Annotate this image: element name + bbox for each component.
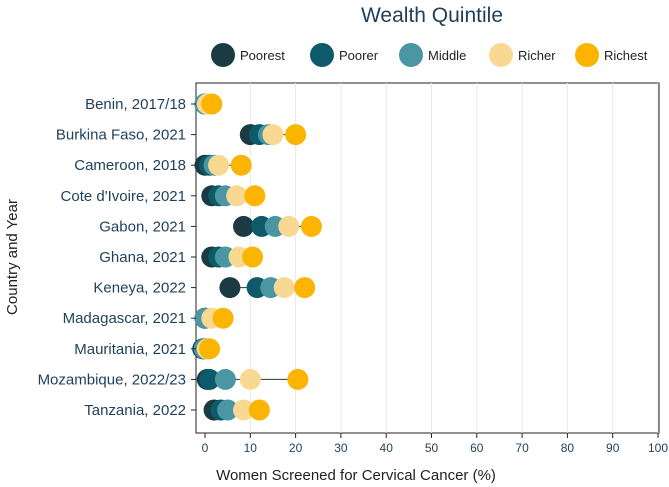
data-points <box>192 93 322 421</box>
chart-title: Wealth Quintile <box>361 4 503 27</box>
point-richest-burkina-faso-2021 <box>285 124 307 146</box>
point-richer-gabon-2021 <box>278 215 300 237</box>
point-poorest-gabon-2021 <box>233 215 255 237</box>
legend-marker-richest <box>575 43 599 67</box>
x-axis-label: Women Screened for Cervical Cancer (%) <box>216 467 496 484</box>
legend-marker-poorest <box>211 43 235 67</box>
point-richest-cameroon-2018 <box>230 154 252 176</box>
legend-marker-middle <box>399 43 423 67</box>
y-tick-label: Cote d'Ivoire, 2021 <box>61 188 186 205</box>
point-richest-benin-2017-18 <box>201 93 223 115</box>
legend-label-poorer: Poorer <box>339 48 379 63</box>
x-tick-label: 30 <box>334 441 348 455</box>
x-tick-label: 100 <box>648 441 668 455</box>
point-richer-cote-d-ivoire-2021 <box>226 185 248 207</box>
x-tick-label: 20 <box>289 441 303 455</box>
point-richest-ghana-2021 <box>242 246 264 268</box>
y-tick-label: Burkina Faso, 2021 <box>56 127 186 144</box>
point-richer-mozambique-2022-23 <box>239 368 261 390</box>
point-richest-mozambique-2022-23 <box>287 368 309 390</box>
point-poorest-keneya-2022 <box>219 277 241 299</box>
legend-label-middle: Middle <box>428 48 466 63</box>
point-richest-cote-d-ivoire-2021 <box>244 185 266 207</box>
x-tick-label: 40 <box>380 441 394 455</box>
y-tick-label: Mauritania, 2021 <box>74 341 186 358</box>
x-tick-label: 70 <box>515 441 529 455</box>
y-tick-label: Ghana, 2021 <box>99 249 186 266</box>
x-tick-label: 0 <box>202 441 209 455</box>
legend-label-poorest: Poorest <box>240 48 285 63</box>
point-richer-cameroon-2018 <box>208 154 230 176</box>
legend: Poorest Poorer Middle Richer Richest <box>211 43 648 67</box>
point-richest-madagascar-2021 <box>212 307 234 329</box>
point-richest-mauritania-2021 <box>199 338 221 360</box>
x-tick-label: 80 <box>561 441 575 455</box>
legend-marker-poorer <box>310 43 334 67</box>
point-middle-tanzania-2022 <box>217 399 239 421</box>
point-richest-keneya-2022 <box>294 277 316 299</box>
point-richest-gabon-2021 <box>300 215 322 237</box>
point-middle-mozambique-2022-23 <box>214 368 236 390</box>
y-tick-label: Tanzania, 2022 <box>84 402 186 419</box>
legend-label-richer: Richer <box>518 48 556 63</box>
x-tick-label: 50 <box>425 441 439 455</box>
y-tick-label: Madagascar, 2021 <box>63 310 186 327</box>
y-tick-label: Benin, 2017/18 <box>85 96 186 113</box>
y-tick-label: Mozambique, 2022/23 <box>38 371 186 388</box>
y-tick-label: Gabon, 2021 <box>99 218 186 235</box>
legend-label-richest: Richest <box>604 48 648 63</box>
y-axis-ticks: Benin, 2017/18 Burkina Faso, 2021 Cameroon… <box>38 96 196 419</box>
legend-marker-richer <box>489 43 513 67</box>
point-richer-keneya-2022 <box>273 277 295 299</box>
point-richer-burkina-faso-2021 <box>262 124 284 146</box>
x-axis-ticks: 0 10 20 30 40 50 60 70 80 90 100 <box>202 433 668 455</box>
x-tick-label: 10 <box>244 441 258 455</box>
y-axis-label: Country and Year <box>4 199 21 315</box>
y-tick-label: Cameroon, 2018 <box>74 157 186 174</box>
x-tick-label: 90 <box>606 441 620 455</box>
point-richer-tanzania-2022 <box>233 399 255 421</box>
point-poorer-mozambique-2022-23 <box>199 368 221 390</box>
point-richest-tanzania-2022 <box>248 399 270 421</box>
x-tick-label: 60 <box>470 441 484 455</box>
y-tick-label: Keneya, 2022 <box>93 280 186 297</box>
